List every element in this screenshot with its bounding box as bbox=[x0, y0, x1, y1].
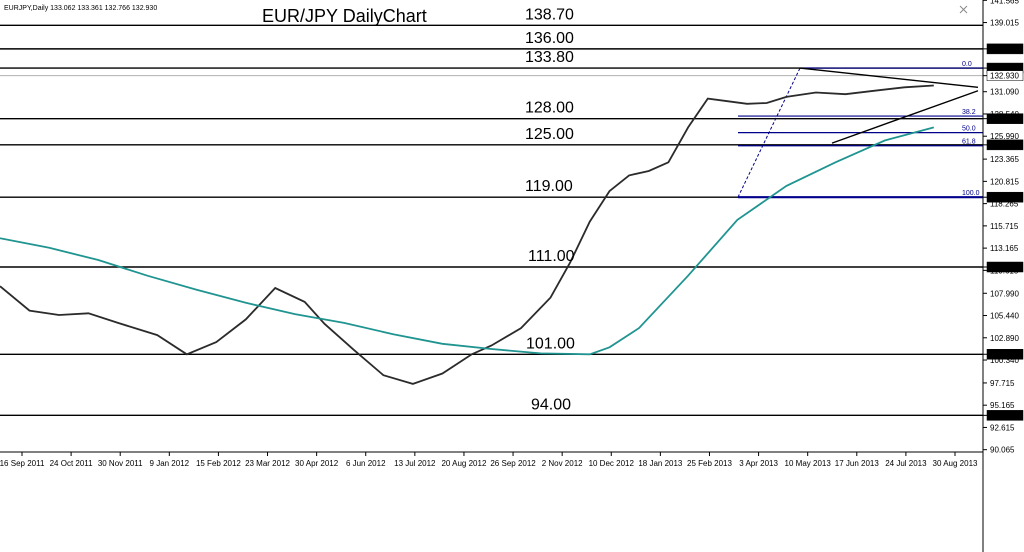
level-label: 136.00 bbox=[525, 30, 574, 47]
level-label: 133.80 bbox=[525, 49, 574, 66]
price-tag-box bbox=[986, 261, 1024, 273]
price-tag-label: 136.000 bbox=[990, 45, 1019, 54]
price-tag-box bbox=[986, 349, 1024, 360]
time-tick-label: 10 May 2013 bbox=[785, 459, 832, 468]
price-tag-label: 128.000 bbox=[990, 115, 1019, 124]
triangle-trendlines bbox=[799, 67, 979, 144]
horizontal-levels bbox=[0, 24, 983, 417]
time-tick-label: 26 Sep 2012 bbox=[490, 459, 536, 468]
level-labels: 138.70 136.00 133.80 128.00 125.00 119.00 111.… bbox=[525, 6, 575, 413]
price-tag-box bbox=[986, 139, 1024, 151]
time-tick-label: 6 Jun 2012 bbox=[346, 459, 386, 468]
price-tick-label: 110.615 bbox=[990, 266, 1019, 275]
price-tick-label: 100.340 bbox=[990, 356, 1019, 365]
chart-header: EURJPY,Daily 133.062 133.361 132.766 132… bbox=[4, 5, 157, 12]
fib-swing-line bbox=[737, 67, 801, 198]
time-tick-label: 20 Aug 2012 bbox=[441, 459, 486, 468]
level-label: 125.00 bbox=[525, 126, 574, 143]
price-tick-label: 95.165 bbox=[990, 401, 1015, 410]
time-tick-label: 23 Mar 2012 bbox=[245, 459, 290, 468]
moving-average-line-1 bbox=[0, 84, 934, 385]
time-tick-label: 30 Apr 2012 bbox=[295, 459, 339, 468]
time-tick-label: 16 Sep 2011 bbox=[0, 459, 45, 468]
price-tag-box bbox=[986, 70, 1024, 81]
level-label: 101.00 bbox=[526, 335, 575, 352]
price-tick-label: 107.990 bbox=[990, 289, 1019, 298]
time-tick-label: 17 Jun 2013 bbox=[835, 459, 880, 468]
price-tick-label: 139.015 bbox=[990, 19, 1019, 28]
price-tag-label: 133.800 bbox=[990, 64, 1019, 73]
level-label: 111.00 bbox=[528, 248, 575, 265]
price-tag-label: 119.000 bbox=[990, 193, 1019, 202]
price-tag-box bbox=[986, 410, 1024, 421]
fib-label: 50.0 bbox=[962, 126, 976, 133]
price-tick-label: 102.890 bbox=[990, 334, 1019, 343]
time-tick-label: 13 Jul 2012 bbox=[394, 459, 436, 468]
time-tick-label: 3 Apr 2013 bbox=[739, 459, 778, 468]
time-tick-label: 30 Aug 2013 bbox=[933, 459, 978, 468]
price-tick-label: 115.715 bbox=[990, 222, 1019, 231]
level-label: 138.70 bbox=[525, 6, 574, 23]
price-tick-label: 125.990 bbox=[990, 132, 1019, 141]
time-tick-label: 15 Feb 2012 bbox=[196, 459, 241, 468]
price-tag-label: 101.000 bbox=[990, 350, 1019, 359]
lower-trendline bbox=[831, 90, 979, 144]
chart-title: EUR/JPY DailyChart bbox=[262, 6, 427, 26]
level-label: 94.00 bbox=[531, 396, 571, 413]
fib-label: 61.8 bbox=[962, 139, 976, 146]
fib-label: 0.0 bbox=[962, 61, 972, 68]
price-tag-box bbox=[986, 113, 1024, 124]
time-tick-label: 25 Feb 2013 bbox=[687, 459, 732, 468]
time-tick-label: 2 Nov 2012 bbox=[542, 459, 583, 468]
price-tick-label: 90.065 bbox=[990, 446, 1015, 455]
price-tick-label: 123.365 bbox=[990, 155, 1019, 164]
fib-label: 38.2 bbox=[962, 109, 976, 116]
fib-label: 100.0 bbox=[962, 190, 980, 197]
level-label: 119.00 bbox=[525, 178, 573, 195]
time-tick-label: 30 Nov 2011 bbox=[98, 459, 143, 468]
price-tag-box bbox=[986, 43, 1024, 55]
price-tick-label: 105.440 bbox=[990, 312, 1019, 321]
moving-average-line-2 bbox=[0, 126, 935, 356]
price-tick-label: 120.815 bbox=[990, 177, 1019, 186]
price-tick-label: 97.715 bbox=[990, 379, 1015, 388]
time-tick-label: 24 Jul 2013 bbox=[885, 459, 927, 468]
price-tag-label: 111.000 bbox=[990, 263, 1018, 272]
chart-close-icon[interactable] bbox=[959, 5, 968, 14]
upper-trendline bbox=[799, 67, 979, 88]
time-axis: 16 Sep 2011 24 Oct 2011 30 Nov 2011 9 Jan 2… bbox=[0, 452, 978, 468]
price-tick-label: 92.615 bbox=[990, 423, 1015, 432]
price-tick-label: 141.565 bbox=[990, 0, 1019, 5]
time-tick-label: 18 Jan 2013 bbox=[638, 459, 683, 468]
price-tag-label: 94.000 bbox=[990, 411, 1015, 420]
price-tick-label: 131.090 bbox=[990, 88, 1019, 97]
time-tick-label: 24 Oct 2011 bbox=[50, 459, 94, 468]
moving-averages bbox=[0, 84, 935, 385]
price-tag-label: 132.930 bbox=[990, 72, 1019, 81]
price-tag-box bbox=[986, 191, 1024, 203]
price-tick-label: 118.265 bbox=[990, 200, 1019, 209]
time-tick-label: 10 Dec 2012 bbox=[589, 459, 635, 468]
time-tick-label: 9 Jan 2012 bbox=[150, 459, 190, 468]
price-tag-label: 125.000 bbox=[990, 141, 1019, 150]
level-label: 128.00 bbox=[525, 100, 574, 117]
price-tick-label: 113.165 bbox=[990, 244, 1019, 253]
